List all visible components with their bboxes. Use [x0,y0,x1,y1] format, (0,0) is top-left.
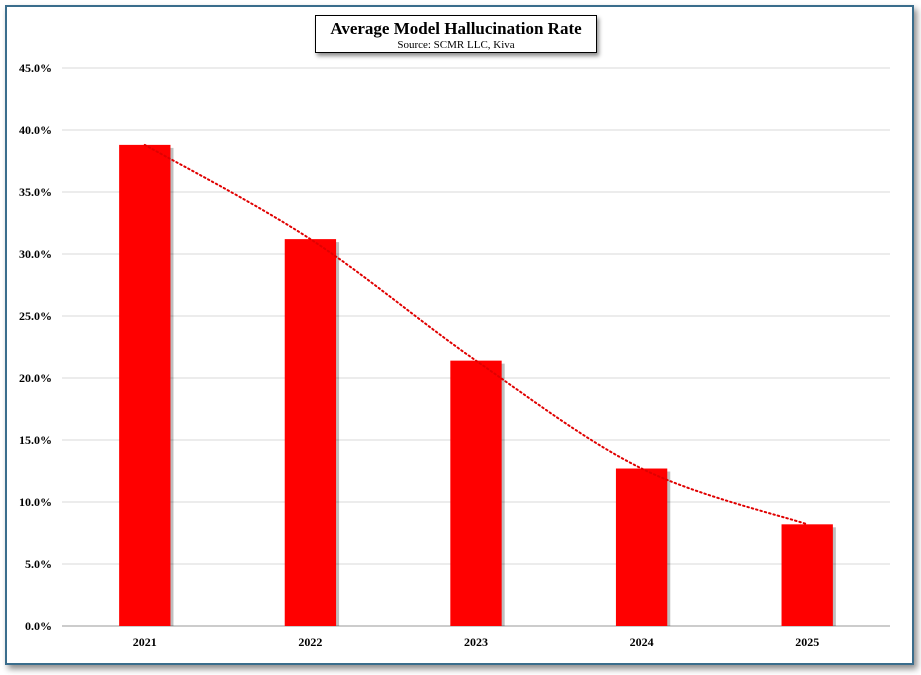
y-tick-label: 45.0% [19,61,52,75]
bar [284,239,337,626]
y-tick-label: 20.0% [19,371,52,385]
trendline [143,143,809,526]
x-tick-label: 2023 [464,635,488,649]
y-tick-label: 30.0% [19,247,52,261]
bar [615,468,668,626]
bar [119,144,171,626]
y-tick-label: 5.0% [25,557,52,571]
chart-title-box: Average Model Hallucination Rate Source:… [315,15,597,53]
y-tick-label: 25.0% [19,309,52,323]
chart-subtitle: Source: SCMR LLC, Kiva [397,39,515,51]
y-tick-label: 15.0% [19,433,52,447]
y-tick-label: 10.0% [19,495,52,509]
bars [119,144,836,626]
x-tick-label: 2021 [133,635,157,649]
y-tick-label: 0.0% [25,619,52,633]
bar [781,524,833,626]
x-tick-label: 2024 [630,635,654,649]
gridlines [62,67,890,627]
y-tick-label: 35.0% [19,185,52,199]
bar [450,360,502,626]
trendline-path [143,143,809,526]
chart-title: Average Model Hallucination Rate [330,19,582,38]
y-axis-ticks: 0.0% 5.0% 10.0% 15.0% 20.0% 25.0% 30.0% 35.0% 40… [19,61,52,633]
x-tick-label: 2022 [298,635,322,649]
x-axis-ticks: 2021 2022 2023 2024 2025 [133,635,819,649]
x-tick-label: 2025 [795,635,819,649]
y-tick-label: 40.0% [19,123,52,137]
